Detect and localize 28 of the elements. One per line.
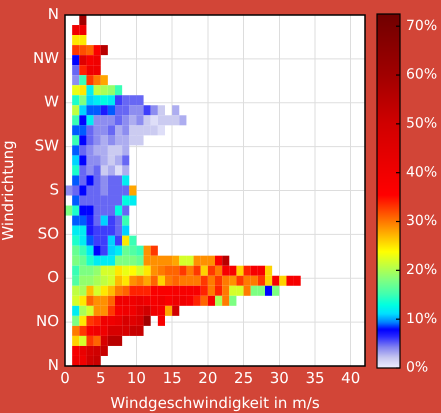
x-tick-label: 35 — [305, 368, 325, 387]
color-bar-label: 20% — [406, 262, 438, 278]
color-bar-label: 60% — [406, 66, 438, 83]
text: NW — [32, 48, 60, 67]
x-tick-label: 0 — [60, 368, 70, 387]
color-bar-label: 10% — [406, 310, 438, 327]
text: W — [44, 92, 60, 111]
x-tick-label: 15 — [162, 368, 182, 387]
color-bar-label: 0% — [406, 360, 428, 376]
text: S — [49, 180, 59, 198]
text: SW — [34, 136, 60, 155]
x-tick-label: 5 — [96, 368, 106, 387]
x-axis-title: Windgeschwindigkeit in m/s — [110, 394, 320, 412]
x-tick-label: 30 — [270, 368, 289, 387]
color-bar-label: 40% — [406, 164, 438, 180]
text: NO — [36, 312, 59, 330]
x-tick-label: 20 — [198, 368, 218, 387]
text: O — [47, 268, 59, 286]
x-tick-label: 25 — [234, 368, 254, 387]
color-bar-label: 70% — [406, 18, 438, 34]
x-tick-label: 10 — [126, 368, 146, 387]
text: N — [48, 356, 59, 374]
text: SO — [38, 224, 59, 242]
text: N — [48, 4, 59, 23]
color-bar-label: 50% — [406, 116, 438, 132]
y-axis-title: Windrichtung — [0, 140, 17, 241]
x-tick-label: 40 — [341, 368, 360, 387]
color-bar-label: 30% — [406, 213, 438, 230]
